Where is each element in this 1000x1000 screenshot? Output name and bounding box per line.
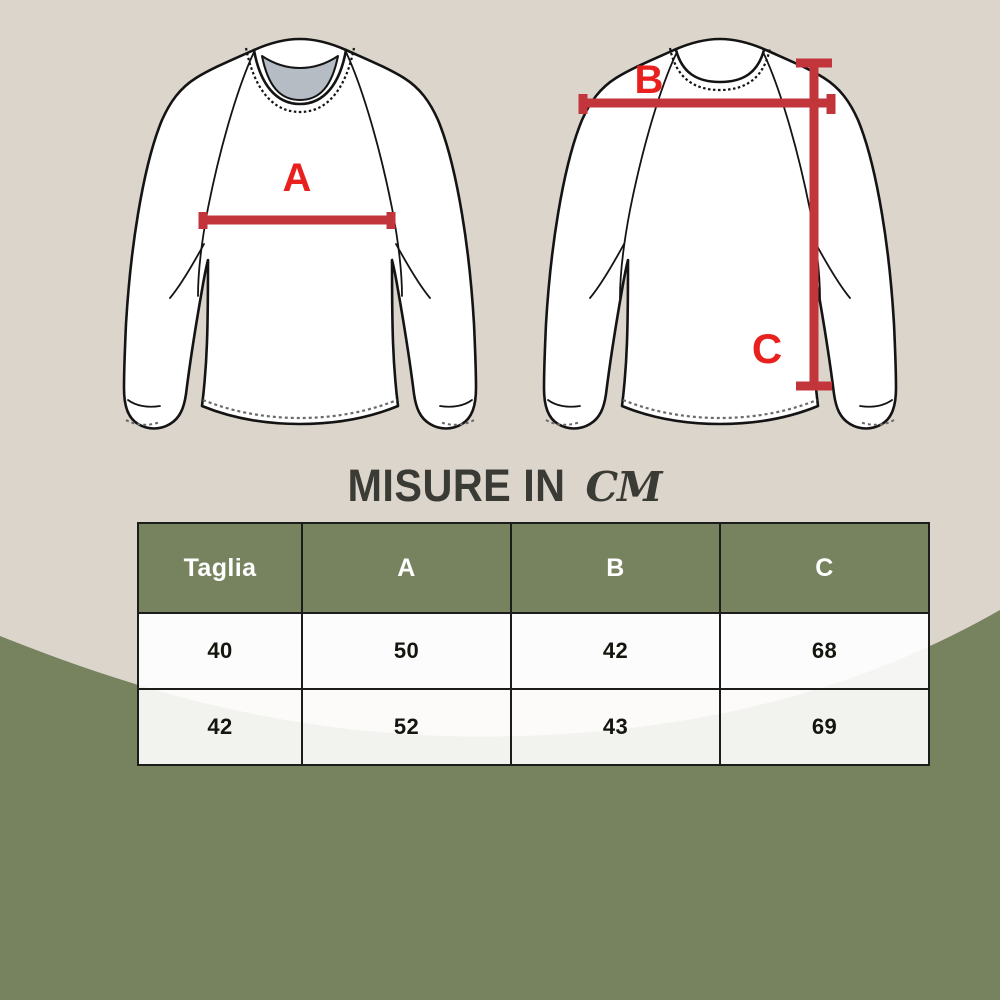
front-shirt-illustration: A xyxy=(122,37,478,430)
measure-line-a xyxy=(198,212,396,229)
back-shirt-hem-stitching xyxy=(622,398,818,420)
back-shirt-left-cuff-line xyxy=(547,399,581,408)
back-shirt-left-armhole-dart xyxy=(589,243,625,299)
table-header-a: A xyxy=(301,522,512,614)
shirt-collar-inner-ribbing xyxy=(244,47,356,114)
table-row: 40 50 42 68 xyxy=(137,612,930,690)
shirt-left-cuff-stitching xyxy=(125,419,161,426)
back-shirt-right-shoulder-seam xyxy=(763,53,821,299)
shirt-hem-stitching xyxy=(202,398,398,420)
shirt-left-cuff-line xyxy=(127,399,161,408)
cell-a: 50 xyxy=(301,612,512,690)
back-shirt-collar xyxy=(674,48,766,84)
back-shirt-left-cuff-stitching xyxy=(545,419,581,426)
shirt-right-shoulder-seam xyxy=(345,51,403,297)
back-shirt-illustration: B C xyxy=(542,37,898,430)
shirt-right-cuff-line xyxy=(439,399,473,408)
page-title-unit: CM xyxy=(585,463,662,511)
shirt-body-outline xyxy=(122,37,478,430)
page-title: MISURE IN CM xyxy=(0,463,1000,508)
back-shirt-body-outline xyxy=(542,37,898,430)
cell-b: 42 xyxy=(510,612,721,690)
table-header-c: C xyxy=(719,522,930,614)
measure-line-b xyxy=(578,94,836,114)
measure-label-c: C xyxy=(752,325,782,372)
cell-taglia: 42 xyxy=(137,688,303,766)
cell-c: 68 xyxy=(719,612,930,690)
back-shirt-right-cuff-stitching xyxy=(859,419,895,426)
shirt-collar-shadow xyxy=(261,55,339,101)
shirt-collar-outer xyxy=(252,48,348,106)
shirt-left-armhole-dart xyxy=(169,243,205,299)
measure-label-b: B xyxy=(635,58,664,102)
back-shirt-left-shoulder-seam xyxy=(619,53,677,299)
measure-line-c xyxy=(796,58,832,391)
cell-c: 69 xyxy=(719,688,930,766)
table-header-row: Taglia A B C xyxy=(137,522,930,614)
table-row: 42 52 43 69 xyxy=(137,688,930,766)
shirt-right-armhole-dart xyxy=(395,243,431,299)
cell-b: 43 xyxy=(510,688,721,766)
table-header-b: B xyxy=(510,522,721,614)
size-table: Taglia A B C 40 50 42 68 42 52 43 69 xyxy=(137,522,930,766)
page-title-main: MISURE IN xyxy=(347,460,567,511)
back-shirt-right-cuff-line xyxy=(859,399,893,408)
shirt-right-cuff-stitching xyxy=(439,419,475,426)
table-header-taglia: Taglia xyxy=(137,522,303,614)
measure-label-a: A xyxy=(283,156,312,200)
back-shirt-collar-ribbing xyxy=(668,47,772,92)
back-shirt-right-armhole-dart xyxy=(815,243,851,299)
cell-a: 52 xyxy=(301,688,512,766)
cell-taglia: 40 xyxy=(137,612,303,690)
shirt-left-shoulder-seam xyxy=(197,51,255,297)
